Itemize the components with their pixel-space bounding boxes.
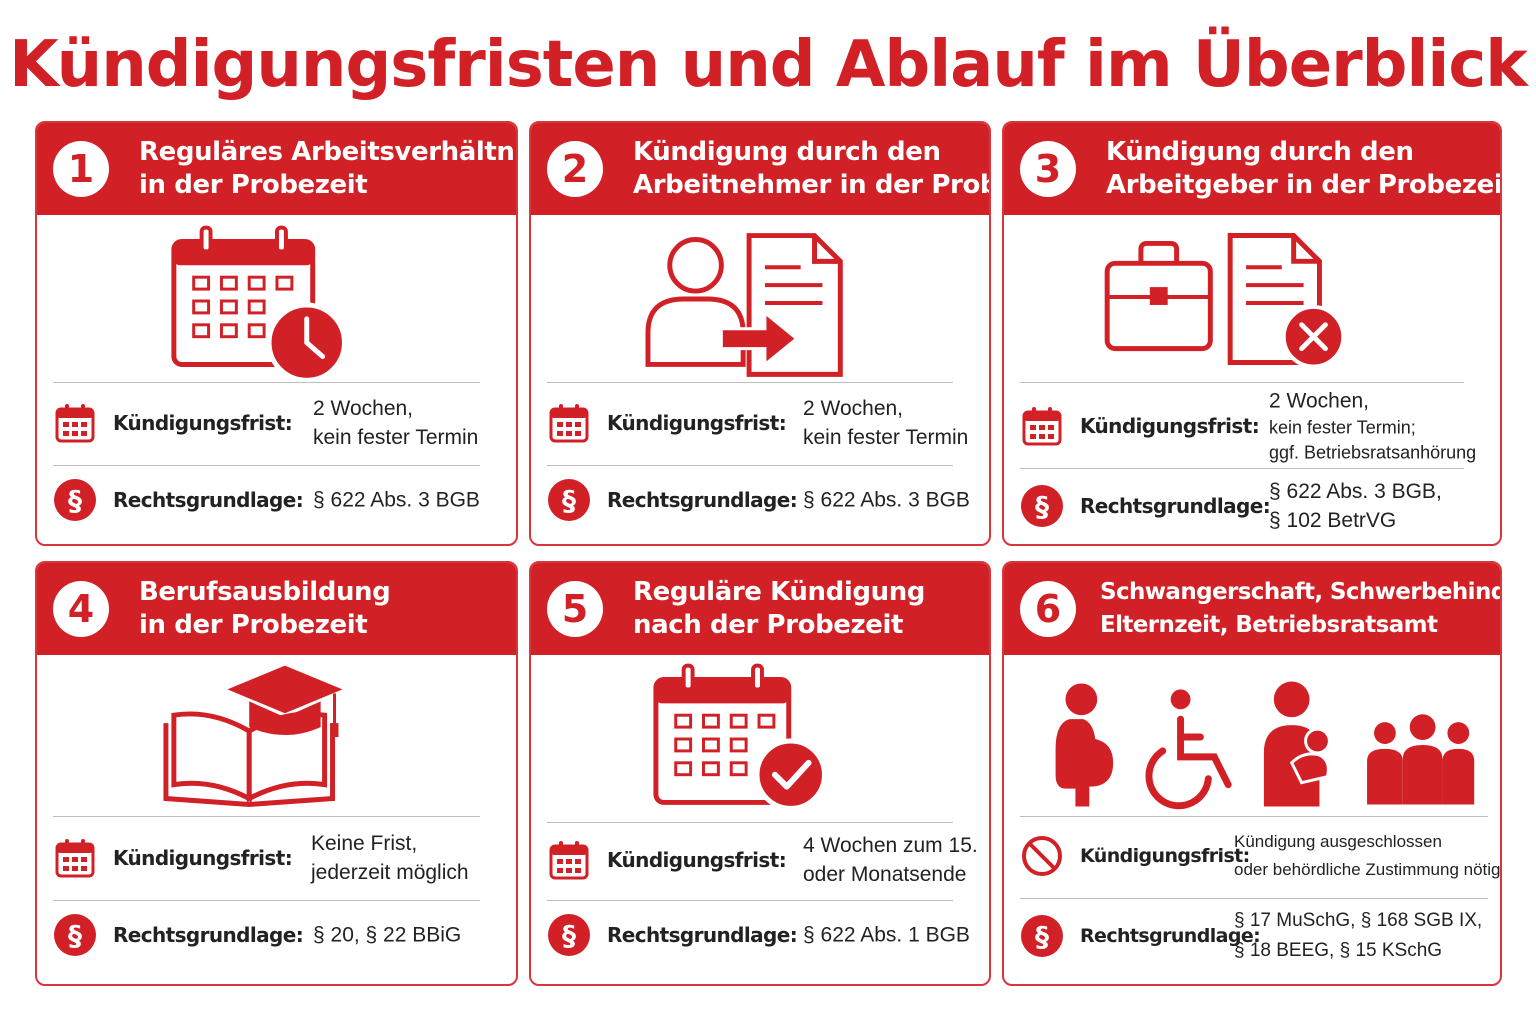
- card-title: Schwangerschaft, Schwerbehinderung,Elter…: [1100, 579, 1500, 638]
- divider: [53, 900, 480, 901]
- divider: [547, 465, 953, 466]
- briefcase-document-cross-icon: [1004, 217, 1500, 383]
- card-number: 4: [53, 581, 109, 637]
- paragraph-icon: [53, 478, 97, 522]
- grundlage-row: Rechtsgrundlage: § 17 MuSchG, § 168 SGB …: [1004, 901, 1500, 971]
- card-header: 2 Kündigung durch den Arbeitnehmer in der…: [531, 123, 989, 215]
- grundlage-value: § 622 Abs. 3 BGB: [313, 488, 480, 512]
- grundlage-label: Rechtsgrundlage:: [607, 488, 798, 512]
- divider: [547, 822, 953, 823]
- protected-groups-icons: [1004, 657, 1500, 823]
- grundlage-label: Rechtsgrundlage:: [1080, 925, 1261, 947]
- divider: [53, 382, 480, 383]
- divider: [53, 816, 480, 817]
- card-number: 1: [53, 141, 109, 197]
- frist-row: Kündigungsfrist: 2 Wochen, kein fester Te…: [1004, 385, 1500, 467]
- grundlage-value: § 20, § 22 BBiG: [313, 923, 462, 947]
- card-special-protection: 6 Schwangerschaft, Schwerbehinderung,Elt…: [1002, 561, 1502, 986]
- grundlage-label: Rechtsgrundlage:: [1080, 494, 1271, 518]
- card-title: Reguläres Arbeitsverhältnis in der Probez…: [139, 137, 518, 200]
- calendar-icon: [53, 401, 97, 445]
- calendar-icon: [547, 401, 591, 445]
- frist-value: 2 Wochen, kein fester Termin: [313, 397, 479, 449]
- frist-value: 2 Wochen, kein fester Termin: [803, 397, 969, 449]
- grundlage-label: Rechtsgrundlage:: [113, 923, 304, 947]
- divider: [53, 465, 480, 466]
- card-regular-after-probation: 5 Reguläre Kündigung nach der Probezeit: [529, 561, 991, 986]
- frist-label: Kündigungsfrist:: [1080, 414, 1260, 438]
- card-title: Kündigung durch den Arbeitnehmer in der P…: [633, 137, 989, 200]
- grundlage-label: Rechtsgrundlage:: [607, 923, 798, 947]
- divider: [547, 900, 953, 901]
- frist-label: Kündigungsfrist:: [1080, 845, 1250, 867]
- card-number: 5: [547, 581, 603, 637]
- divider: [1020, 816, 1488, 817]
- card-apprenticeship: 4 Berufsausbildung in der Probezeit Kündi…: [35, 561, 518, 986]
- frist-label: Kündigungsfrist:: [113, 411, 293, 435]
- grundlage-value: § 622 Abs. 3 BGB: [803, 488, 970, 512]
- card-header: 3 Kündigung durch den Arbeitgeber in der …: [1004, 123, 1500, 215]
- card-header: 5 Reguläre Kündigung nach der Probezeit: [531, 563, 989, 655]
- calendar-check-icon: [531, 657, 989, 823]
- divider: [1020, 898, 1488, 899]
- frist-row: Kündigungsfrist: 4 Wochen zum 15. oder Mo…: [531, 825, 989, 895]
- card-regular-probation: 1 Reguläres Arbeitsverhältnis in der Prob…: [35, 121, 518, 546]
- grundlage-row: Rechtsgrundlage: § 622 Abs. 1 BGB: [531, 900, 989, 970]
- calendar-icon: [547, 838, 591, 882]
- frist-value: 4 Wochen zum 15. oder Monatsende: [803, 834, 978, 886]
- frist-row: Kündigungsfrist: 2 Wochen, kein fester Te…: [37, 388, 516, 458]
- grundlage-row: Rechtsgrundlage: § 622 Abs. 3 BGB, § 102 …: [1004, 470, 1500, 542]
- grundlage-row: Rechtsgrundlage: § 622 Abs. 3 BGB: [37, 465, 516, 535]
- frist-row: Kündigungsfrist: 2 Wochen, kein fester Te…: [531, 388, 989, 458]
- paragraph-icon: [1020, 484, 1064, 528]
- paragraph-icon: [547, 478, 591, 522]
- frist-value: Keine Frist, jederzeit möglich: [311, 832, 469, 884]
- frist-value: 2 Wochen, kein fester Termin; ggf. Betrieb…: [1269, 389, 1477, 463]
- prohibited-icon: [1020, 834, 1064, 878]
- card-number: 3: [1020, 141, 1076, 197]
- grundlage-value: § 622 Abs. 3 BGB, § 102 BetrVG: [1269, 480, 1442, 532]
- person-document-arrow-icon: [531, 217, 989, 383]
- card-header: 1 Reguläres Arbeitsverhältnis in der Prob…: [37, 123, 516, 215]
- pregnant-woman-icon: [1055, 683, 1114, 807]
- grundlage-row: Rechtsgrundlage: § 622 Abs. 3 BGB: [531, 465, 989, 535]
- wheelchair-icon: [1145, 689, 1232, 810]
- book-graduation-cap-icon: [37, 657, 516, 823]
- page-title: Kündigungsfristen und Ablauf im Überblic…: [9, 28, 1528, 102]
- grundlage-label: Rechtsgrundlage:: [113, 488, 304, 512]
- divider: [547, 382, 953, 383]
- divider: [1020, 468, 1464, 469]
- frist-value: Kündigung ausgeschlossen oder behördliche…: [1234, 832, 1501, 879]
- paragraph-icon: [53, 913, 97, 957]
- calendar-icon: [53, 836, 97, 880]
- grundlage-value: § 17 MuSchG, § 168 SGB IX, § 18 BEEG, § 1…: [1234, 910, 1483, 961]
- card-employer-probation: 3 Kündigung durch den Arbeitgeber in der …: [1002, 121, 1502, 546]
- card-title: Berufsausbildung in der Probezeit: [139, 577, 391, 640]
- frist-row: Kündigungsfrist: Keine Frist, jederzeit m…: [37, 823, 516, 893]
- frist-label: Kündigungsfrist:: [607, 848, 787, 872]
- card-header: 6 Schwangerschaft, Schwerbehinderung,Elt…: [1004, 563, 1500, 655]
- divider: [1020, 382, 1464, 383]
- grundlage-row: Rechtsgrundlage: § 20, § 22 BBiG: [37, 900, 516, 970]
- paragraph-icon: [1020, 914, 1064, 958]
- calendar-clock-icon: [37, 217, 516, 383]
- card-title: Kündigung durch den Arbeitgeber in der Pr…: [1106, 137, 1502, 200]
- group-icon: [1367, 714, 1475, 805]
- frist-label: Kündigungsfrist:: [113, 846, 293, 870]
- calendar-icon: [1020, 404, 1064, 448]
- card-header: 4 Berufsausbildung in der Probezeit: [37, 563, 516, 655]
- frist-label: Kündigungsfrist:: [607, 411, 787, 435]
- card-title: Reguläre Kündigung nach der Probezeit: [633, 577, 926, 640]
- card-number: 2: [547, 141, 603, 197]
- paragraph-icon: [547, 913, 591, 957]
- parent-child-icon: [1263, 681, 1331, 807]
- card-number: 6: [1020, 581, 1076, 637]
- frist-row: Kündigungsfrist: Kündigung ausgeschlosse…: [1004, 821, 1500, 891]
- grundlage-value: § 622 Abs. 1 BGB: [803, 923, 970, 947]
- card-employee-probation: 2 Kündigung durch den Arbeitnehmer in der…: [529, 121, 991, 546]
